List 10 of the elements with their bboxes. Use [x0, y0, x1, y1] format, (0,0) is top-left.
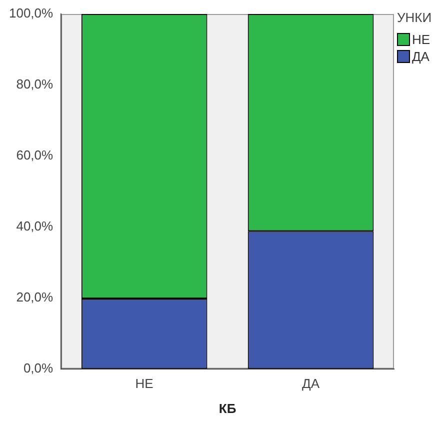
- y-tick-label: 40,0%: [16, 218, 54, 234]
- legend-title: УНКИ: [397, 10, 432, 25]
- y-tick-label: 0,0%: [23, 360, 54, 376]
- text: НЕ: [412, 32, 430, 47]
- y-tick-label: 80,0%: [16, 76, 54, 92]
- y-tick-label: 20,0%: [16, 289, 54, 304]
- x-axis-title: КБ: [218, 400, 236, 416]
- y-tick-label: 60,0%: [16, 148, 54, 162]
- legend-label: ДА: [412, 49, 430, 64]
- y-tick-label: 100,0%: [8, 6, 54, 21]
